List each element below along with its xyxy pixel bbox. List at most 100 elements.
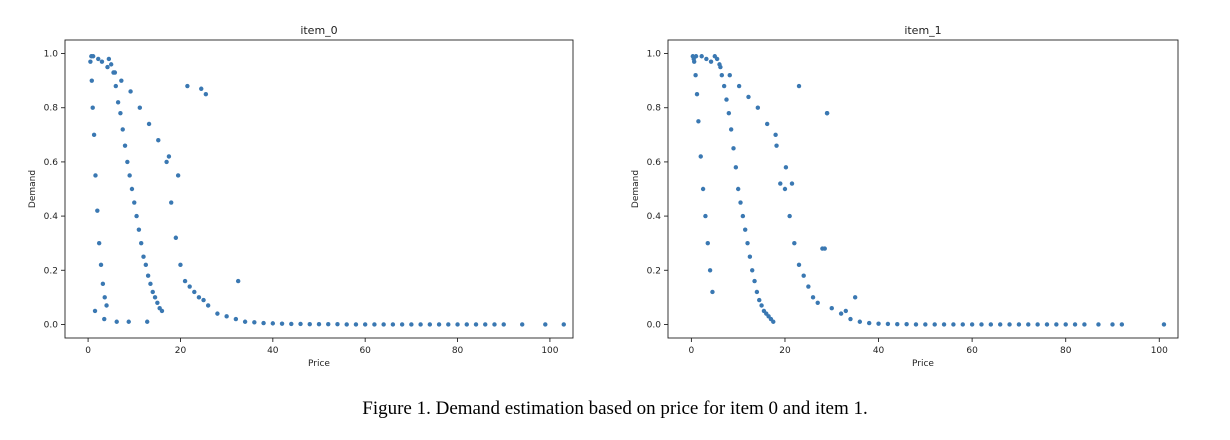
data-point <box>771 319 776 324</box>
data-point <box>724 97 729 102</box>
y-tick-label: 0.2 <box>44 266 58 276</box>
data-point <box>923 322 928 327</box>
data-point <box>561 322 566 327</box>
data-point <box>137 105 143 110</box>
data-point <box>98 262 104 268</box>
data-point <box>806 284 811 289</box>
data-point <box>1110 322 1115 327</box>
y-tick-label: 0.8 <box>44 104 59 114</box>
data-point <box>483 322 488 327</box>
y-tick-label: 0.0 <box>647 320 662 330</box>
data-point <box>159 308 165 314</box>
data-point <box>96 56 101 62</box>
data-point <box>464 322 469 327</box>
data-point <box>399 322 405 327</box>
data-point <box>326 321 331 327</box>
data-point <box>122 143 128 148</box>
data-point <box>409 322 414 327</box>
data-point <box>155 300 160 305</box>
chart-title-item1: item_1 <box>904 24 941 37</box>
data-point <box>205 303 211 308</box>
y-tick-label: 0.8 <box>647 104 662 114</box>
data-point <box>822 246 827 251</box>
x-tick-label: 20 <box>779 346 791 356</box>
data-point <box>92 308 98 314</box>
data-point <box>885 321 891 327</box>
data-point <box>88 59 93 64</box>
data-point <box>960 322 965 327</box>
data-point <box>173 235 179 240</box>
data-point <box>773 132 778 138</box>
x-tick-label: 40 <box>873 346 885 356</box>
data-point <box>156 138 161 143</box>
data-point <box>102 295 107 300</box>
x-tick-label: 60 <box>966 346 978 356</box>
data-point <box>106 56 112 62</box>
data-point <box>754 289 760 295</box>
data-point <box>99 59 105 64</box>
data-point <box>707 268 713 273</box>
data-point <box>100 281 106 287</box>
data-point <box>703 213 708 219</box>
data-point <box>866 320 872 326</box>
data-point <box>857 319 863 324</box>
data-point <box>848 316 853 322</box>
x-axis-label-item1: Price <box>912 359 934 369</box>
data-point <box>913 322 919 327</box>
data-point <box>203 91 209 97</box>
data-point <box>150 289 155 295</box>
chart-panel-item1: 0 20 40 60 80 100 0.0 0.2 0.4 0.6 0.8 1.0 item_1 Pric… <box>631 24 1179 369</box>
x-tick-label: 100 <box>1151 346 1168 356</box>
data-point <box>145 319 150 324</box>
data-point <box>738 200 743 205</box>
data-point <box>362 322 368 327</box>
y-tick-label: 0.2 <box>647 266 661 276</box>
y-tick-label: 1.0 <box>44 50 59 60</box>
y-tick-label: 0.6 <box>44 158 59 168</box>
data-point <box>1161 322 1167 327</box>
data-point <box>169 200 174 205</box>
data-point <box>759 303 764 308</box>
y-tick-label: 0.0 <box>44 320 59 330</box>
data-point <box>700 186 706 192</box>
data-point <box>1007 322 1012 327</box>
y-tick-label: 0.6 <box>647 158 662 168</box>
data-point <box>93 173 98 178</box>
data-point <box>787 213 792 219</box>
data-point <box>112 70 118 75</box>
data-point <box>126 319 131 324</box>
x-tick-label: 60 <box>359 346 371 356</box>
plot-frame-item0 <box>64 39 574 339</box>
data-point <box>904 321 909 327</box>
data-point <box>427 322 433 327</box>
data-point <box>108 62 114 67</box>
data-point <box>192 289 197 295</box>
data-point <box>148 281 153 287</box>
x-tick-label: 100 <box>541 346 558 356</box>
data-point <box>733 165 739 170</box>
data-point <box>143 262 149 268</box>
data-point <box>105 64 110 70</box>
data-point <box>418 322 423 327</box>
data-point <box>175 173 181 178</box>
data-point <box>714 56 720 62</box>
data-point <box>127 173 132 178</box>
data-point <box>145 273 151 278</box>
data-point <box>372 322 377 327</box>
data-point <box>951 322 956 327</box>
data-point <box>146 121 152 127</box>
data-point <box>829 306 834 311</box>
data-point <box>736 83 742 89</box>
chart-panel-item0: 0 20 40 60 80 100 0.0 0.2 0.4 0.6 0.8 1.0 item_0 Pric… <box>28 24 574 369</box>
x-tick-label: 20 <box>175 346 187 356</box>
data-point <box>136 227 142 232</box>
data-point <box>90 54 96 59</box>
data-point <box>698 154 703 159</box>
data-point <box>969 322 975 327</box>
data-point <box>801 273 806 278</box>
data-point <box>102 316 107 322</box>
scatter-points-item0 <box>88 54 566 327</box>
data-point <box>114 319 119 324</box>
data-point <box>182 278 188 284</box>
